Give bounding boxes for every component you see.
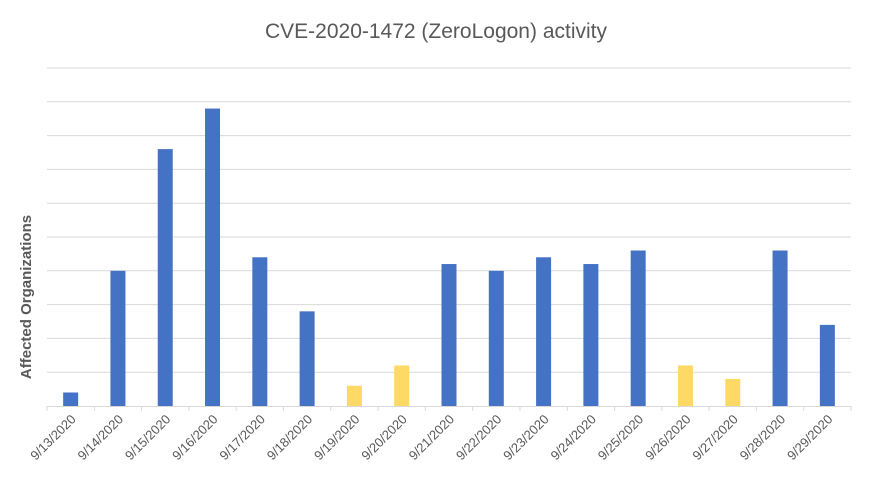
x-tick-label: 9/14/2020 — [75, 412, 127, 464]
bar — [346, 385, 362, 406]
bar — [252, 257, 268, 406]
bar — [772, 250, 788, 406]
x-tick-label: 9/27/2020 — [689, 412, 741, 464]
x-tick-label: 9/21/2020 — [406, 412, 458, 464]
bar — [630, 250, 646, 406]
y-axis-label: Affected Organizations — [18, 215, 35, 379]
x-tick-label: 9/15/2020 — [122, 412, 174, 464]
x-tick-label: 9/28/2020 — [737, 412, 789, 464]
x-tick-label: 9/24/2020 — [547, 412, 599, 464]
x-axis — [46, 406, 852, 411]
bars — [63, 108, 835, 406]
x-tick-label: 9/25/2020 — [595, 412, 647, 464]
bar — [819, 324, 835, 406]
bar — [583, 264, 599, 406]
x-tick-label: 9/16/2020 — [169, 412, 221, 464]
x-tick-label: 9/26/2020 — [642, 412, 694, 464]
bar — [394, 365, 410, 406]
chart-title: CVE-2020-1472 (ZeroLogon) activity — [265, 20, 608, 43]
x-tick-label: 9/22/2020 — [453, 412, 505, 464]
bar — [677, 365, 693, 406]
x-tick-label: 9/23/2020 — [500, 412, 552, 464]
bar — [110, 270, 126, 406]
x-tick-label: 9/19/2020 — [311, 412, 363, 464]
bar — [157, 149, 173, 406]
bar — [441, 264, 457, 406]
x-tick-label: 9/13/2020 — [27, 412, 79, 464]
x-tick-label: 9/20/2020 — [358, 412, 410, 464]
gridlines — [47, 67, 851, 373]
x-tick-label: 9/29/2020 — [784, 412, 836, 464]
bar — [725, 378, 741, 406]
x-tick-label: 9/18/2020 — [264, 412, 316, 464]
bar — [205, 108, 221, 406]
bar — [63, 392, 79, 406]
bar — [299, 311, 315, 406]
bar — [488, 270, 504, 406]
x-tick-label: 9/17/2020 — [216, 412, 268, 464]
bar — [536, 257, 552, 406]
x-tick-labels: 9/13/20209/14/20209/15/20209/16/20209/17… — [27, 412, 835, 464]
